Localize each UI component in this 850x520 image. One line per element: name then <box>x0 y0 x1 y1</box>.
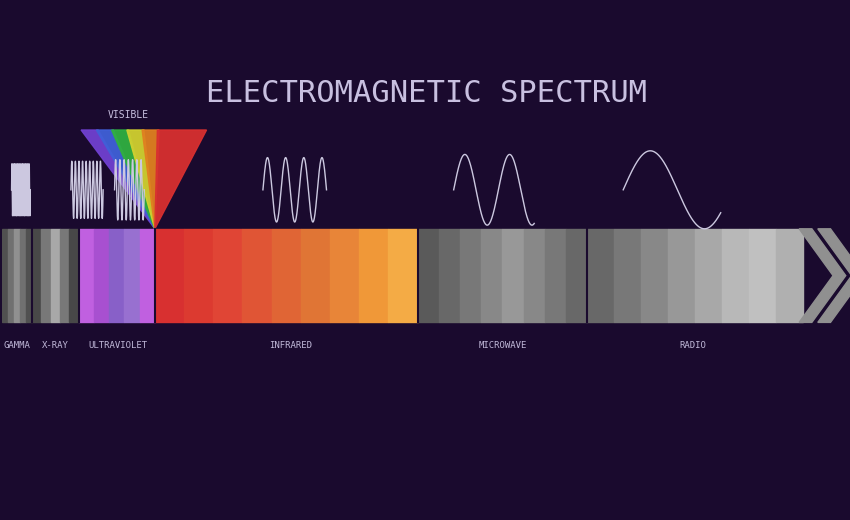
Bar <box>695 229 722 322</box>
Bar <box>69 229 78 322</box>
Text: GAMMA: GAMMA <box>3 341 30 349</box>
Bar <box>566 229 587 322</box>
Bar <box>78 229 94 322</box>
Polygon shape <box>818 229 850 322</box>
Polygon shape <box>142 130 159 229</box>
Bar <box>524 229 545 322</box>
Polygon shape <box>799 229 846 322</box>
Polygon shape <box>127 130 155 229</box>
Bar <box>184 229 213 322</box>
Bar <box>641 229 668 322</box>
Bar <box>42 229 50 322</box>
Bar <box>439 229 460 322</box>
Bar <box>26 229 32 322</box>
Text: RADIO: RADIO <box>680 341 706 349</box>
Bar <box>301 229 330 322</box>
Bar <box>502 229 524 322</box>
Bar <box>3 229 8 322</box>
Bar <box>109 229 124 322</box>
Bar <box>14 229 20 322</box>
Bar <box>155 229 184 322</box>
Bar <box>20 229 26 322</box>
Bar <box>272 229 301 322</box>
Bar <box>330 229 360 322</box>
Bar <box>388 229 417 322</box>
Bar <box>8 229 14 322</box>
Text: X-RAY: X-RAY <box>42 341 69 349</box>
Text: INFRARED: INFRARED <box>269 341 312 349</box>
Polygon shape <box>155 130 207 229</box>
Text: ELECTROMAGNETIC SPECTRUM: ELECTROMAGNETIC SPECTRUM <box>206 79 647 108</box>
Bar <box>545 229 566 322</box>
Bar <box>213 229 242 322</box>
Polygon shape <box>111 130 155 229</box>
Bar <box>722 229 750 322</box>
Bar <box>615 229 641 322</box>
Bar <box>360 229 388 322</box>
Polygon shape <box>81 130 155 229</box>
Bar <box>60 229 69 322</box>
Bar <box>417 229 439 322</box>
Bar <box>50 229 60 322</box>
Bar <box>242 229 272 322</box>
Text: VISIBLE: VISIBLE <box>108 110 150 120</box>
Bar <box>94 229 109 322</box>
Bar <box>776 229 803 322</box>
Bar <box>139 229 155 322</box>
Bar <box>124 229 139 322</box>
Polygon shape <box>96 130 155 229</box>
Bar <box>481 229 502 322</box>
Bar <box>750 229 776 322</box>
Text: MICROWAVE: MICROWAVE <box>479 341 527 349</box>
Bar <box>587 229 615 322</box>
Bar <box>32 229 42 322</box>
Text: ULTRAVIOLET: ULTRAVIOLET <box>88 341 148 349</box>
Bar <box>460 229 481 322</box>
Bar <box>668 229 695 322</box>
